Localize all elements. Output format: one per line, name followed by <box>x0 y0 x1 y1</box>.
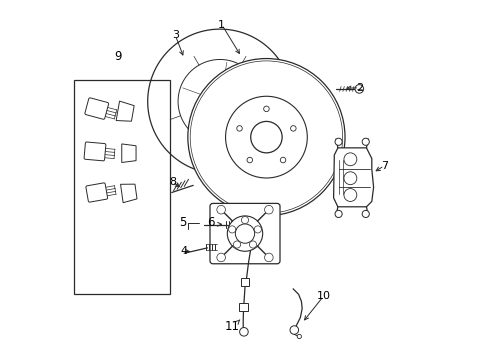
Circle shape <box>249 241 256 248</box>
Text: 4: 4 <box>181 247 188 256</box>
Circle shape <box>235 224 255 243</box>
Circle shape <box>225 96 307 178</box>
Text: 3: 3 <box>172 30 179 40</box>
Circle shape <box>362 210 369 217</box>
Circle shape <box>229 226 236 233</box>
Polygon shape <box>116 101 134 121</box>
Text: 9: 9 <box>115 50 122 63</box>
Circle shape <box>188 59 345 216</box>
Circle shape <box>247 157 252 163</box>
Text: 11: 11 <box>225 320 240 333</box>
Polygon shape <box>122 144 136 162</box>
Circle shape <box>335 210 342 217</box>
Circle shape <box>190 61 343 213</box>
Text: 1: 1 <box>218 19 225 30</box>
Circle shape <box>264 106 269 112</box>
FancyBboxPatch shape <box>86 183 108 202</box>
Circle shape <box>251 121 282 153</box>
Circle shape <box>217 253 225 262</box>
FancyBboxPatch shape <box>85 98 109 119</box>
Circle shape <box>234 241 241 248</box>
Circle shape <box>344 189 357 202</box>
Circle shape <box>297 334 301 339</box>
Text: 2: 2 <box>356 83 363 93</box>
Circle shape <box>217 206 225 214</box>
Bar <box>241 278 249 286</box>
Text: 10: 10 <box>317 291 331 301</box>
Text: 6: 6 <box>207 216 215 229</box>
Text: 5: 5 <box>179 216 186 229</box>
Circle shape <box>204 86 236 117</box>
FancyBboxPatch shape <box>84 142 106 161</box>
Circle shape <box>242 216 248 224</box>
Circle shape <box>265 253 273 262</box>
Circle shape <box>280 157 286 163</box>
Circle shape <box>344 153 357 166</box>
Circle shape <box>355 85 364 93</box>
Circle shape <box>344 172 357 185</box>
Polygon shape <box>121 184 137 203</box>
Bar <box>239 302 247 311</box>
Circle shape <box>237 126 242 131</box>
Circle shape <box>291 126 296 131</box>
Circle shape <box>227 216 263 251</box>
Circle shape <box>362 138 369 145</box>
Circle shape <box>254 226 261 233</box>
Text: 7: 7 <box>381 161 388 171</box>
Bar <box>74 80 170 294</box>
Circle shape <box>265 206 273 214</box>
Circle shape <box>335 138 342 145</box>
Circle shape <box>290 326 298 334</box>
Polygon shape <box>334 148 373 207</box>
Text: 8: 8 <box>169 177 176 187</box>
FancyBboxPatch shape <box>210 203 280 264</box>
Circle shape <box>240 328 248 336</box>
